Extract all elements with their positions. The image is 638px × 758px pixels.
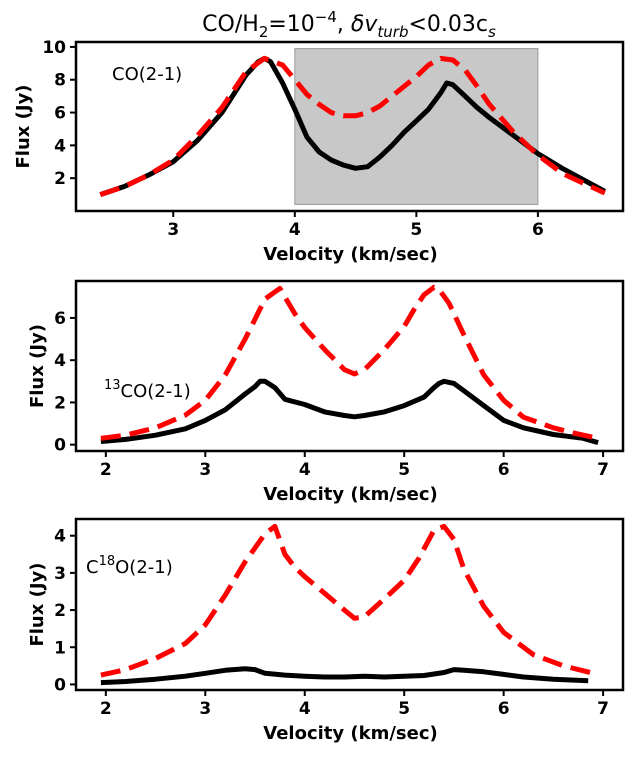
axes-frame [74,279,625,453]
annotation-sup: 13 [104,378,121,393]
y-axis-label: Flux (Jy) [13,84,34,168]
x-tick-label: 3 [167,220,179,240]
figure-title: CO/H2=10−4, δvturb<0.03cs [202,8,496,41]
x-tick-label: 7 [597,699,609,719]
y-tick-label: 0 [54,675,66,695]
panel-co: 3 4 5 6 2 4 6 8 10 Velocity (km/sec) Flux (Jy) CO(2… [13,38,625,265]
y-tick-label: 1 [54,638,66,658]
title-part: s [488,23,496,41]
y-tick-label: 6 [54,309,66,329]
panel-annotation: 13CO(2-1) [104,378,191,402]
axes-frame [74,40,625,213]
y-tick-label: 10 [42,38,66,58]
title-part: CO/H [202,12,259,37]
y-axis-label: Flux (Jy) [27,324,48,408]
y-tick-label: 3 [54,564,66,584]
x-tick-label: 6 [498,699,510,719]
x-tick-label: 3 [199,460,211,480]
x-axis-label: Velocity (km/sec) [263,484,437,505]
x-tick-label: 6 [532,220,544,240]
y-tick-label: 2 [54,169,66,189]
series-red-dashed [100,284,594,441]
series-black-solid [100,666,589,686]
x-tick-label: 5 [410,220,422,240]
x-tick-label: 3 [199,699,211,719]
y-tick-label: 4 [54,527,66,547]
series-black-solid [100,378,599,446]
y-tick-label: 2 [54,601,66,621]
title-part: δv [351,12,378,37]
x-tick-label: 6 [498,460,510,480]
x-tick-label: 5 [398,460,410,480]
x-tick-label: 2 [100,699,112,719]
title-part: 2 [259,23,269,41]
x-axis-label: Velocity (km/sec) [263,723,437,744]
y-tick-label: 4 [54,136,66,156]
y-tick-label: 2 [54,393,66,413]
x-tick-label: 7 [597,460,609,480]
x-tick-label: 5 [398,699,410,719]
series-red-dashed [99,55,606,197]
annotation-part: CO(2-1) [121,381,191,402]
y-tick-label: 6 [54,104,66,124]
title-part: =10 [268,12,314,37]
x-axis-label: Velocity (km/sec) [263,244,437,265]
axes-frame [74,517,625,692]
x-tick-label: 4 [299,460,311,480]
panel-c18o: 2 3 4 5 6 7 0 1 2 3 4 Velocity (km/sec) Flux (Jy) C18… [27,517,625,744]
title-part: <0.03c [408,12,488,37]
panel-annotation: CO(2-1) [112,64,182,85]
panel-annotation: C18O(2-1) [86,554,173,578]
y-axis-label: Flux (Jy) [27,562,48,646]
y-tick-label: 8 [54,71,66,91]
annotation-part: O(2-1) [115,557,173,578]
x-tick-label: 2 [100,460,112,480]
series-red-dashed [100,523,594,678]
panel-13co: 2 3 4 5 6 7 0 2 4 6 Velocity (km/sec) Flux (Jy) 13CO… [27,279,625,505]
title-part: −4 [315,8,337,26]
annotation-part: C [86,557,99,578]
x-tick-label: 4 [299,699,311,719]
annotation-sup: 18 [99,554,116,569]
x-tick-label: 4 [289,220,301,240]
y-tick-label: 0 [54,436,66,456]
y-tick-label: 4 [54,351,66,371]
title-part: , [337,12,351,37]
title-part: turb [377,23,408,41]
annotation-part: CO(2-1) [112,64,182,85]
